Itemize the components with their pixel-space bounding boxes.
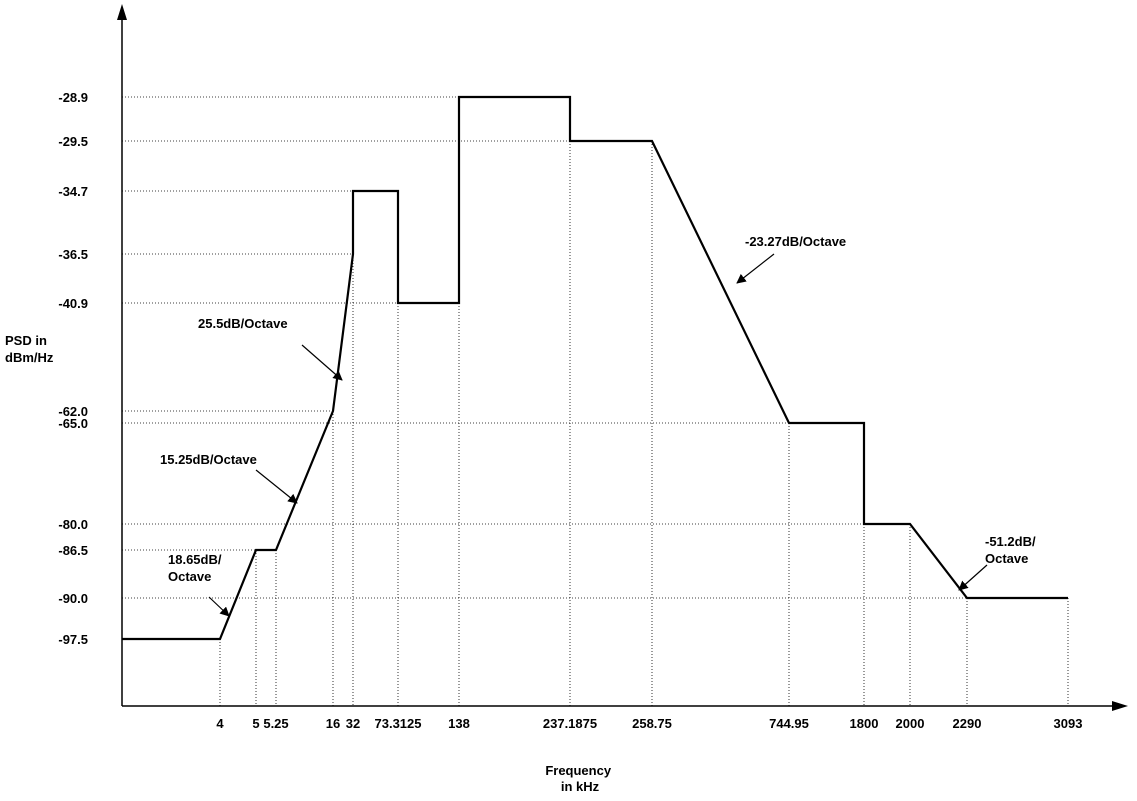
y-tick-label: -90.0	[58, 591, 88, 606]
annotation-arrow-icon	[958, 564, 988, 591]
slope-annotation-line: 25.5dB/Octave	[198, 316, 288, 331]
grid-lines	[122, 96, 1069, 706]
annotation-arrow-icon	[301, 344, 343, 381]
y-tick-label: -97.5	[58, 632, 88, 647]
y-tick-label: -34.7	[58, 184, 88, 199]
slope-annotation-line: 18.65dB/	[168, 552, 222, 567]
y-tick-label: -29.5	[58, 134, 88, 149]
x-tick-label: 32	[346, 716, 360, 731]
slope-annotation-label: 15.25dB/Octave	[160, 452, 257, 467]
x-tick-label: 3093	[1054, 716, 1083, 731]
slope-annotation-label: 18.65dB/Octave	[168, 552, 222, 584]
y-axis-title-line: dBm/Hz	[5, 350, 54, 365]
psd-mask-line	[122, 95, 1068, 641]
x-tick-label: 138	[448, 716, 470, 731]
y-axis-title-line: PSD in	[5, 333, 47, 348]
slope-annotations: 25.5dB/Octave 15.25dB/Octave 18.65dB/Octav…	[160, 234, 1036, 617]
slope-annotation-line: 15.25dB/Octave	[160, 452, 257, 467]
y-axis-title: PSD in dBm/Hz	[5, 333, 54, 365]
x-tick-label: 258.75	[632, 716, 672, 731]
x-axis-title-line: in kHz	[561, 779, 600, 794]
y-tick-label: -62.0	[58, 404, 88, 419]
x-tick-label: 73.3125	[375, 716, 422, 731]
x-tick-label: 5	[252, 716, 259, 731]
x-axis-arrow-icon	[1112, 701, 1128, 711]
slope-annotation-label: 25.5dB/Octave	[198, 316, 288, 331]
x-tick-label: 4	[216, 716, 224, 731]
slope-annotation-line: Octave	[985, 551, 1028, 566]
y-tick-label: -28.9	[58, 90, 88, 105]
x-tick-label: 744.95	[769, 716, 809, 731]
x-tick-label: 16	[326, 716, 340, 731]
y-tick-label: -36.5	[58, 247, 88, 262]
y-tick-label: -80.0	[58, 517, 88, 532]
x-axis-title: Frequency in kHz	[545, 763, 614, 794]
slope-annotation-line: Octave	[168, 569, 211, 584]
x-tick-label: 5.25	[263, 716, 288, 731]
x-tick-label: 237.1875	[543, 716, 597, 731]
slope-annotation-label: -23.27dB/Octave	[745, 234, 846, 249]
annotation-arrow-icon	[208, 596, 230, 617]
slope-annotation-line: -23.27dB/Octave	[745, 234, 846, 249]
slope-annotation-label: -51.2dB/Octave	[985, 534, 1036, 566]
x-axis-title-line: Frequency	[545, 763, 612, 778]
tick-labels: -28.9 -29.5 -34.7 -36.5 -40.9 -62.0-65.0 -80.0…	[58, 90, 1082, 731]
slope-annotation-line: -51.2dB/	[985, 534, 1036, 549]
annotation-arrow-icon	[736, 253, 775, 284]
x-tick-label: 2290	[953, 716, 982, 731]
y-tick-label: -86.5	[58, 543, 88, 558]
y-tick-label: -40.9	[58, 296, 88, 311]
x-tick-label: 2000	[896, 716, 925, 731]
y-tick-label: -65.0	[58, 416, 88, 431]
annotation-arrow-icon	[255, 469, 298, 504]
x-tick-label: 1800	[850, 716, 879, 731]
y-axis-arrow-icon	[117, 4, 127, 20]
